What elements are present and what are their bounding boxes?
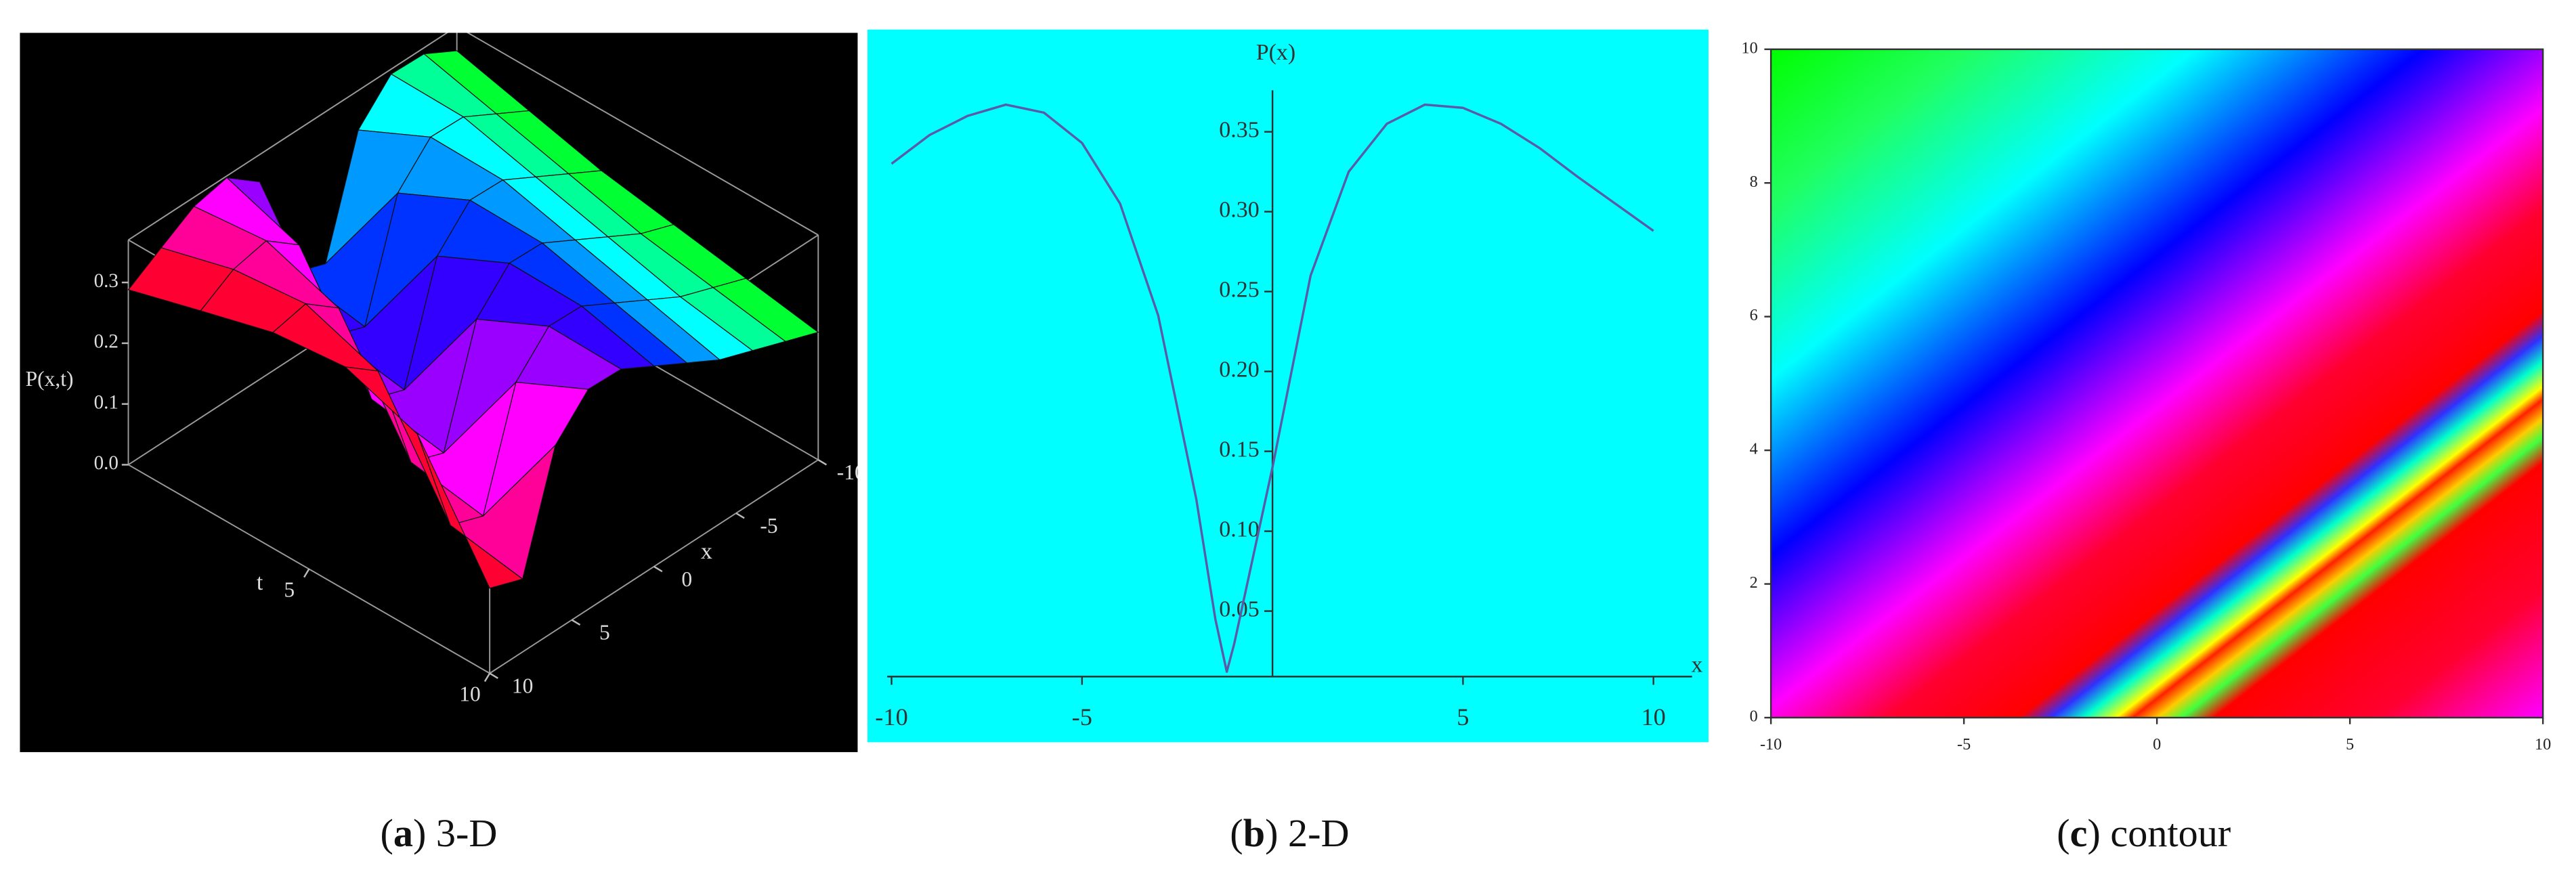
y-tick-label: 0 — [1750, 707, 1758, 726]
y-tick-label: 8 — [1750, 173, 1758, 191]
t-axis-label: t — [257, 570, 263, 595]
caption-part: ( — [380, 811, 393, 855]
t-tick-label: 10 — [459, 682, 481, 706]
y-tick-label: 0.20 — [1219, 357, 1259, 382]
x-tick-label: -5 — [1957, 735, 1971, 754]
caption-part: b — [1243, 811, 1265, 855]
x-axis-label: x — [701, 539, 712, 564]
x-tick — [571, 619, 581, 626]
panel-b: P(x)x0.050.100.150.200.250.300.35-10 -5 5 1… — [875, 40, 1702, 731]
y-tick-label: 0.30 — [1219, 197, 1259, 222]
x-tick-label: 0 — [2153, 735, 2161, 754]
y-tick-label: 0.10 — [1219, 517, 1259, 542]
x-tick — [735, 512, 745, 519]
caption-part: ) 2-D — [1265, 811, 1349, 855]
x-tick-label: -5 — [760, 514, 777, 538]
x-tick-label: -5 — [1072, 703, 1092, 731]
y-tick-label: 4 — [1750, 440, 1758, 458]
caption: (a) 3-D — [380, 811, 497, 855]
z-tick-label: 0.3 — [94, 270, 119, 292]
x-tick-label: -10 — [875, 703, 908, 731]
captions: (a) 3-D (b) 2-D (c) contour — [380, 811, 2231, 855]
y-axis-label: P(x) — [1256, 40, 1295, 65]
x-tick-label: 10 — [2535, 735, 2551, 754]
x-tick-label: -10 — [1760, 735, 1782, 754]
box-edge — [127, 32, 448, 241]
x-tick-label: 10 — [512, 674, 534, 698]
caption-part: ( — [1230, 811, 1243, 855]
z-axis-label: P(x,t) — [26, 367, 74, 391]
y-tick-label: 0.25 — [1219, 277, 1259, 302]
y-tick-label: 0.35 — [1219, 117, 1259, 142]
y-tick-label: 10 — [1741, 39, 1757, 57]
y-tick-label: 2 — [1750, 573, 1758, 592]
y-tick-label: 6 — [1750, 306, 1758, 324]
caption-part: ) contour — [2087, 811, 2231, 855]
x-tick-label: 5 — [2346, 735, 2354, 754]
x-axis-label: x — [1691, 653, 1702, 678]
panel-c: -10 -5 0 5 10 0 2 4 6 8 10 — [1741, 39, 2551, 753]
x-tick — [653, 565, 663, 573]
x-tick-label: 10 — [1641, 703, 1665, 731]
box-edge — [467, 32, 819, 236]
z-tick-label: 0.1 — [94, 391, 119, 413]
z-tick-label: 0.0 — [94, 452, 119, 474]
x-tick-label: -10 — [837, 460, 865, 484]
surface-patch — [416, 433, 524, 589]
x-tick — [817, 459, 828, 466]
caption-part: ( — [2057, 811, 2069, 855]
t-tick — [484, 672, 491, 682]
t-tick-label: 5 — [284, 578, 295, 602]
z-tick-label: 0.2 — [94, 331, 119, 353]
panel-a: 0.0 0.1 0.2 0.3 5 10 -10 -5 0 5 10 P(x,t) x t — [26, 32, 865, 706]
x-tick-label: 5 — [599, 621, 610, 645]
caption: (c) contour — [2057, 811, 2231, 855]
caption-part: c — [2070, 811, 2088, 855]
y-tick-label: 0.15 — [1219, 437, 1259, 462]
caption-part: ) 3-D — [413, 811, 497, 855]
t-tick — [303, 568, 310, 578]
density-image — [1771, 49, 2543, 718]
data-line — [890, 103, 1654, 673]
x-tick-label: 5 — [1457, 703, 1469, 731]
caption: (b) 2-D — [1230, 811, 1349, 855]
x-tick-label: 0 — [681, 567, 692, 591]
caption-part: a — [393, 811, 413, 855]
x-tick — [489, 672, 498, 679]
